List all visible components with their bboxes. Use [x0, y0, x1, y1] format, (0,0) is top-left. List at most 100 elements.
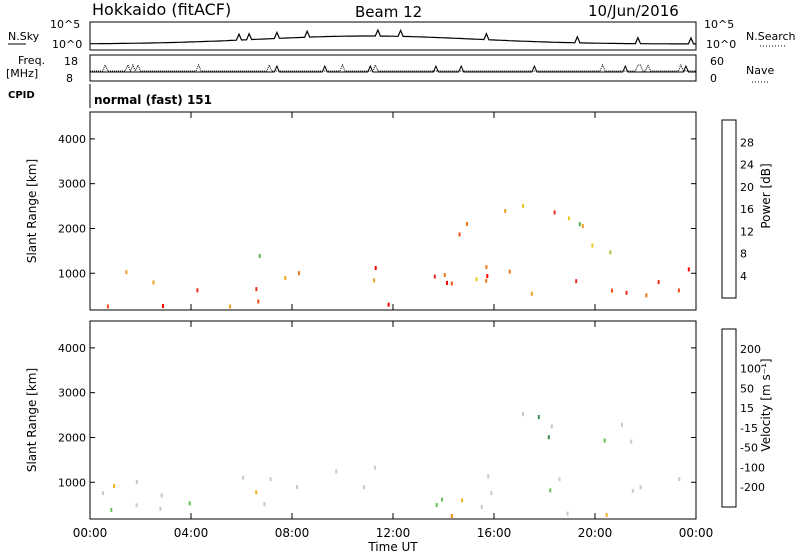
- heatmap-cell: [443, 273, 446, 277]
- power-yticks: 1000 2000 3000 4000: [58, 133, 696, 280]
- freq-tick-top: 18: [64, 55, 78, 68]
- heatmap-cell: [630, 439, 633, 444]
- colorbar-tick-label: -50: [740, 442, 758, 455]
- heatmap-cell: [521, 412, 524, 417]
- x-tick-label: 20:00: [578, 526, 613, 540]
- heatmap-cell: [639, 485, 642, 490]
- heatmap-cell: [450, 514, 453, 518]
- freq-trace: [90, 64, 696, 73]
- colorbar-tick-label: -100: [740, 461, 765, 474]
- colorbar-tick-label: 200: [740, 343, 761, 356]
- heatmap-cell: [162, 304, 164, 308]
- heatmap-cell: [373, 278, 376, 283]
- velocity-colorbar-label: Velocity [m s⁻¹]: [759, 358, 773, 451]
- colorbar-tick-label: 24: [740, 159, 754, 172]
- nave-tick-top: 60: [710, 55, 724, 68]
- velocity-cells: [101, 412, 681, 518]
- heatmap-cell: [101, 491, 104, 496]
- power-panel: 1000 2000 3000 4000 Slant Range [km] 4 8 12 16…: [25, 111, 773, 311]
- heatmap-cell: [566, 511, 569, 516]
- colorbar-tick-label: 8: [740, 248, 747, 261]
- y-tick-label: 4000: [58, 133, 86, 146]
- heatmap-cell: [609, 250, 612, 255]
- power-colorbar: 4 8 12 16 20 24 28: [721, 119, 754, 299]
- colorbar-tick-label: 12: [740, 225, 754, 238]
- heatmap-cell: [435, 503, 438, 507]
- heatmap-cell: [196, 288, 199, 293]
- heatmap-cell: [621, 422, 623, 427]
- power-cells: [106, 203, 690, 309]
- heatmap-cell: [335, 469, 338, 474]
- heatmap-cell: [458, 232, 461, 237]
- colorbar-tick-label: 16: [740, 203, 754, 216]
- power-frame: [89, 111, 697, 311]
- colorbar-tick-label: 20: [740, 181, 754, 194]
- x-tick-label: 00:00: [679, 526, 714, 540]
- heatmap-cell: [631, 488, 634, 493]
- heatmap-cell: [591, 243, 594, 248]
- heatmap-cell: [537, 415, 540, 419]
- heatmap-cell: [106, 304, 109, 309]
- heatmap-cell: [110, 507, 113, 512]
- heatmap-cell: [475, 277, 478, 282]
- x-tick-label: 00:00: [73, 526, 108, 540]
- heatmap-cell: [645, 293, 648, 298]
- nave-trace: [90, 63, 696, 73]
- heatmap-cell: [504, 209, 507, 213]
- nsearch-tick-top: 10^5: [704, 18, 734, 31]
- y-tick-label: 4000: [58, 342, 86, 355]
- heatmap-cell: [125, 270, 128, 275]
- colorbar-tick-label: 50: [740, 382, 754, 395]
- nsearch-tick-bottom: 10^0: [706, 38, 736, 51]
- colorbar-tick-label: 100: [740, 363, 761, 376]
- colorbar-tick-label: 15: [740, 402, 754, 415]
- heatmap-cell: [480, 504, 483, 509]
- heatmap-cell: [255, 490, 258, 495]
- nsky-tick-bottom: 10^0: [52, 38, 82, 51]
- heatmap-cell: [625, 290, 628, 295]
- heatmap-cell: [363, 485, 366, 490]
- heatmap-cell: [485, 265, 488, 270]
- heatmap-cell: [678, 477, 681, 482]
- power-colorbar-label: Power [dB]: [759, 163, 773, 228]
- heatmap-cell: [229, 304, 232, 309]
- nave-label: Nave: [746, 64, 774, 77]
- heatmap-cell: [547, 435, 550, 440]
- y-tick-label: 1000: [58, 476, 86, 489]
- station-title: Hokkaido (fitACF): [92, 0, 231, 19]
- heatmap-cell: [255, 287, 258, 292]
- heatmap-cell: [530, 291, 533, 296]
- freq-tick-bottom: 8: [66, 72, 73, 85]
- x-tick-label: 12:00: [376, 526, 411, 540]
- colorbar-tick-label: 4: [740, 270, 747, 283]
- y-tick-label: 3000: [58, 178, 86, 191]
- heatmap-cell: [113, 484, 116, 488]
- velocity-yticks: 1000 2000 3000 4000: [58, 342, 696, 489]
- heatmap-cell: [490, 491, 493, 496]
- heatmap-cell: [135, 480, 138, 485]
- nave-tick-bottom: 0: [710, 72, 717, 85]
- heatmap-cell: [159, 506, 162, 511]
- heatmap-cell: [152, 280, 155, 285]
- heatmap-cell: [611, 288, 613, 293]
- y-tick-label: 1000: [58, 267, 86, 280]
- colorbar-tick-label: -15: [740, 422, 758, 435]
- heatmap-cell: [578, 222, 581, 227]
- heatmap-cell: [160, 493, 163, 498]
- power-ylabel: Slant Range [km]: [25, 159, 39, 263]
- velocity-colorbar: -200 -100 -50 -15 15 50 100 200: [721, 328, 765, 508]
- heatmap-cell: [466, 221, 468, 226]
- nsky-trace: [90, 28, 696, 45]
- heatmap-cell: [508, 269, 511, 274]
- heatmap-cell: [257, 299, 260, 304]
- colorbar-tick-label: 28: [740, 136, 754, 149]
- y-tick-label: 3000: [58, 387, 86, 400]
- freq-panel: [89, 54, 697, 82]
- heatmap-cell: [549, 488, 552, 493]
- velocity-panel: 1000 2000 3000 4000 Slant Range [km] -200 -1…: [25, 320, 773, 520]
- y-tick-label: 2000: [58, 222, 86, 235]
- freq-unit: [MHz]: [6, 67, 38, 80]
- heatmap-cell: [581, 224, 584, 229]
- heatmap-cell: [441, 497, 443, 502]
- heatmap-cell: [487, 474, 490, 479]
